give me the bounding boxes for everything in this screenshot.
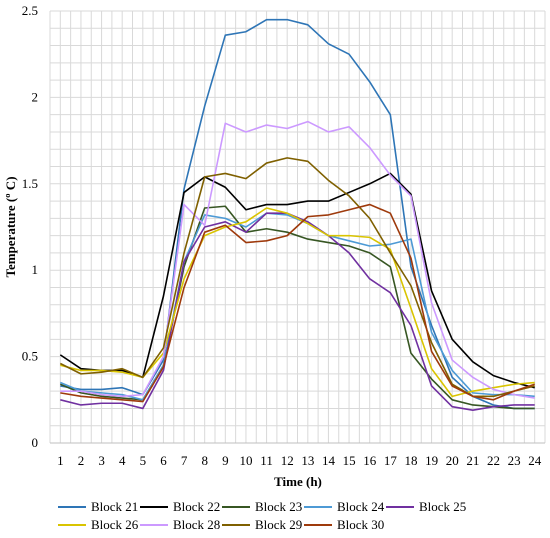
x-tick-label: 21 [466,453,479,468]
x-tick-label: 3 [98,453,105,468]
x-tick-label: 6 [160,453,167,468]
series-layer [59,18,535,411]
legend-label: Block 23 [255,499,302,514]
legend-entry: Block 30 [304,517,384,532]
x-tick-label: 24 [528,453,542,468]
y-axis-title: Temperature (º C) [3,176,18,277]
x-axis-title: Time (h) [274,474,322,489]
x-tick-label: 10 [239,453,252,468]
x-tick-label: 19 [425,453,438,468]
series-line-block-21 [60,18,535,410]
legend: Block 21 Block 22 Block 23 Block 24 Block 25… [58,499,466,532]
x-tick-label: 2 [78,453,85,468]
x-tick-label: 11 [260,453,273,468]
legend-label: Block 21 [91,499,138,514]
x-tick-label: 15 [343,453,356,468]
x-tick-label: 20 [446,453,459,468]
x-tick-label: 1 [57,453,64,468]
x-tick-label: 16 [363,453,377,468]
legend-label: Block 25 [419,499,466,514]
legend-label: Block 22 [173,499,220,514]
legend-label: Block 28 [173,517,220,532]
y-tick-label: 2 [32,89,39,104]
y-tick-label: 1.5 [22,176,38,191]
series-line-block-30 [60,203,535,403]
series-line-block-28 [60,120,535,399]
y-tick-label: 1 [32,262,39,277]
x-tick-label: 18 [404,453,417,468]
legend-label: Block 30 [337,517,384,532]
x-tick-label: 9 [222,453,229,468]
legend-entry: Block 29 [222,517,302,532]
y-tick-label: 0 [32,435,39,450]
legend-entry: Block 22 [140,499,220,514]
x-tick-label: 14 [322,453,336,468]
x-tick-label: 4 [119,453,126,468]
legend-entry: Block 21 [58,499,138,514]
y-tick-label: 2.5 [22,3,38,18]
x-tick-label: 7 [181,453,188,468]
x-tick-label: 5 [140,453,147,468]
tick-labels: 00.511.522.51 2 3 4 5 6 7 8 9 10 11 12 13 14 15 16 17 18 1… [22,3,542,468]
legend-entry: Block 28 [140,517,220,532]
x-tick-label: 17 [384,453,398,468]
x-tick-label: 12 [281,453,294,468]
series-line-block-29 [59,157,535,398]
x-tick-label: 23 [508,453,521,468]
legend-entry: Block 24 [304,499,385,514]
legend-entry: Block 25 [386,499,466,514]
x-tick-label: 22 [487,453,500,468]
legend-entry: Block 23 [222,499,302,514]
y-tick-label: 0.5 [22,349,38,364]
legend-label: Block 24 [337,499,385,514]
legend-label: Block 29 [255,517,302,532]
legend-entry: Block 26 [58,517,139,532]
x-tick-label: 8 [201,453,208,468]
x-tick-label: 13 [301,453,314,468]
legend-label: Block 26 [91,517,139,532]
